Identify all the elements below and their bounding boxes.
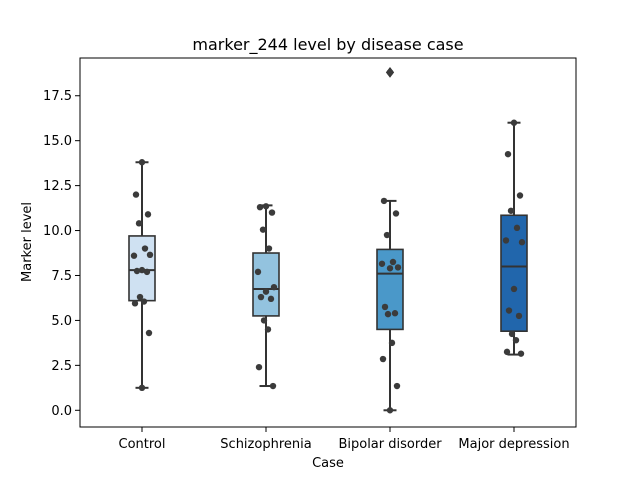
data-point [133, 267, 141, 275]
chart-title: marker_244 level by disease case [192, 35, 463, 55]
data-point [257, 293, 265, 301]
data-point [256, 203, 264, 211]
y-tick-label: 0.0 [51, 404, 72, 419]
data-point [386, 265, 394, 272]
data-point [270, 283, 278, 291]
data-point [508, 330, 516, 338]
data-point [510, 119, 518, 126]
data-point [268, 209, 276, 216]
data-point [255, 363, 263, 371]
x-axis-label: Case [312, 456, 344, 471]
data-point [513, 224, 521, 232]
x-tick-label: Bipolar disorder [338, 437, 442, 452]
data-point [384, 310, 392, 318]
data-point [517, 350, 525, 357]
y-tick-label: 12.5 [43, 179, 72, 194]
data-point [130, 252, 138, 259]
chart-marks [128, 67, 528, 414]
data-point [145, 329, 153, 337]
box-group-control [128, 161, 156, 389]
data-point [262, 288, 270, 295]
data-point [260, 317, 268, 324]
x-tick-label: Major depression [458, 437, 569, 452]
data-point [392, 210, 400, 217]
box-group-major-depression [500, 121, 528, 356]
data-point [391, 310, 399, 317]
data-point [380, 197, 388, 205]
data-point [259, 226, 267, 233]
data-point [138, 266, 146, 274]
y-tick-label: 7.5 [51, 269, 72, 284]
data-point [143, 268, 151, 276]
y-tick-label: 15.0 [43, 134, 72, 149]
data-point [505, 307, 513, 314]
y-tick-label: 10.0 [43, 224, 72, 239]
data-point [146, 251, 154, 259]
data-point [516, 192, 524, 199]
data-point [144, 211, 152, 218]
data-point [138, 384, 146, 392]
data-point [386, 407, 394, 414]
data-point [262, 203, 270, 210]
data-point [379, 355, 387, 363]
data-point [138, 159, 146, 166]
data-point [504, 150, 512, 158]
data-point [515, 312, 523, 320]
data-point [267, 295, 275, 303]
y-tick-label: 5.0 [51, 314, 72, 329]
data-point [141, 245, 149, 252]
data-point [254, 268, 262, 276]
data-point [389, 258, 397, 266]
data-point [502, 237, 510, 244]
data-point [132, 191, 140, 198]
data-point [393, 382, 401, 390]
data-point [136, 293, 144, 301]
data-point [265, 245, 273, 252]
y-tick-label: 2.5 [51, 359, 72, 374]
data-point [140, 298, 148, 305]
data-point [264, 326, 272, 333]
data-point [510, 285, 518, 293]
y-tick-label: 17.5 [43, 89, 72, 104]
data-point [503, 348, 511, 356]
data-point [381, 303, 389, 311]
data-point [383, 231, 391, 239]
data-point [269, 382, 277, 390]
data-point [518, 239, 526, 246]
x-tick-label: Schizophrenia [220, 437, 311, 452]
data-point [386, 69, 394, 76]
box-group-schizophrenia [252, 204, 280, 388]
axes-frame [79, 57, 577, 428]
data-point [131, 300, 139, 307]
y-axis-label: Marker level [20, 202, 35, 282]
axis-ticks: 0.0 2.5 5.0 7.5 10.0 12.5 15.0 17.5 Control Schiz… [43, 89, 570, 452]
x-tick-label: Control [119, 437, 166, 452]
box-iqr [500, 214, 528, 333]
data-point [507, 207, 515, 214]
data-point [512, 336, 520, 344]
data-point [394, 264, 402, 271]
data-point [378, 260, 386, 267]
data-point [388, 339, 396, 347]
data-point [135, 220, 143, 227]
